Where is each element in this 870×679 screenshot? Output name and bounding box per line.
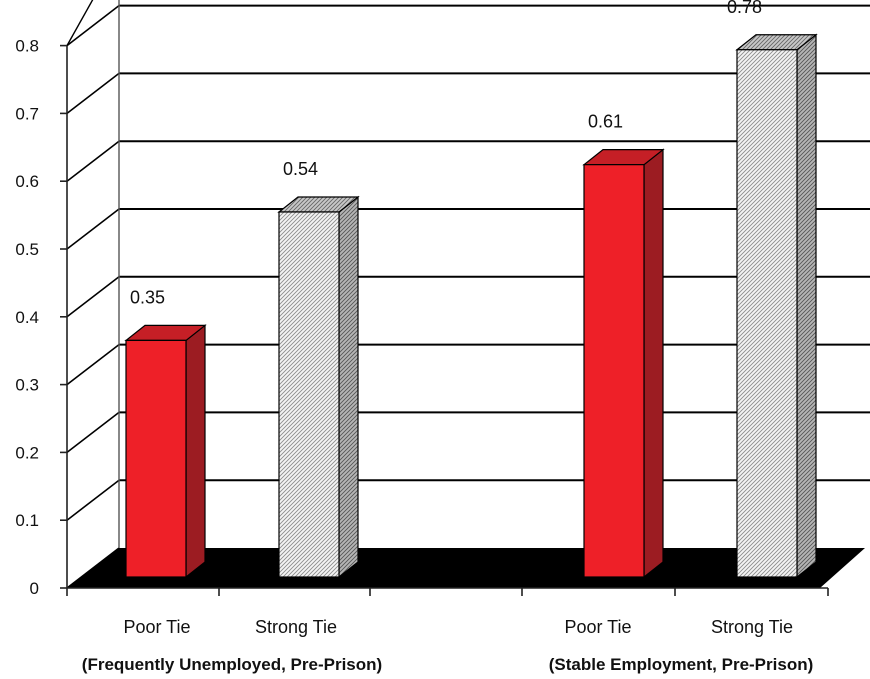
category-label: Poor Tie: [564, 617, 631, 637]
bar-poor-tie: [125, 339, 187, 578]
y-tick-label: 0.8: [15, 37, 39, 56]
group-label: (Stable Employment, Pre-Prison): [549, 655, 814, 674]
category-label: Strong Tie: [255, 617, 337, 637]
y-tick-label: 0.5: [15, 240, 39, 259]
gridline-depth: [66, 4, 120, 47]
data-label: 0.35: [130, 287, 165, 307]
gridline-depth: [66, 479, 120, 521]
bar-side: [338, 195, 359, 579]
bar-side: [643, 148, 664, 579]
bar-strong-tie: [736, 49, 798, 578]
y-tick-label: 0.7: [15, 104, 39, 123]
bar-poor-tie: [583, 164, 645, 578]
gridline-depth: [66, 140, 120, 182]
labels-layer: 0.35 Poor Tie 0.54 Strong Tie (Frequently Un…: [82, 0, 813, 674]
bar-strong-tie: [278, 211, 340, 578]
gridline-depth: [66, 276, 120, 318]
gridline-depth: [66, 208, 120, 250]
data-label: 0.78: [727, 0, 762, 17]
gridline-depth: [66, 0, 94, 46]
chart-axes: 0 0.1 0.2 0.3 0.4 0.5 0.6 0.7 0.8: [15, 37, 829, 598]
y-tick-label: 0.6: [15, 172, 39, 191]
category-label: Poor Tie: [123, 617, 190, 637]
gridline-depth: [66, 411, 120, 454]
category-label: Strong Tie: [711, 617, 793, 637]
data-label: 0.54: [283, 159, 318, 179]
gridline-depth: [66, 343, 120, 386]
y-tick-label: 0.3: [15, 376, 39, 395]
group-label: (Frequently Unemployed, Pre-Prison): [82, 655, 382, 674]
y-tick-label: 0.1: [15, 511, 39, 530]
y-tick-label: 0.4: [15, 308, 39, 327]
y-tick-label: 0.2: [15, 443, 39, 462]
bar-side: [796, 33, 817, 579]
bar-side: [185, 324, 206, 579]
chart-floor: [67, 548, 865, 588]
data-label: 0.61: [588, 112, 623, 132]
gridline-depth: [66, 72, 120, 115]
bars-layer: [124, 33, 818, 579]
floor-plane: [67, 548, 865, 588]
y-tick-label: 0: [30, 579, 39, 598]
